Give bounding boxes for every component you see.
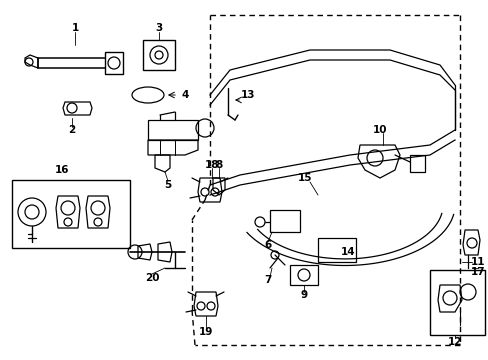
Bar: [105, 52, 123, 74]
Text: 10: 10: [372, 125, 386, 135]
Bar: [148, 120, 198, 140]
Text: 17: 17: [470, 267, 484, 277]
Bar: [317, 238, 355, 262]
Text: 9: 9: [300, 290, 307, 300]
Text: 7: 7: [264, 275, 271, 285]
Text: 1: 1: [71, 23, 79, 33]
Text: 4: 4: [181, 90, 188, 100]
Bar: [142, 40, 175, 70]
Text: 12: 12: [447, 337, 461, 347]
Bar: [429, 270, 484, 335]
Text: 11: 11: [470, 257, 484, 267]
Text: 3: 3: [155, 23, 163, 33]
Bar: [12, 180, 130, 248]
Text: 20: 20: [144, 273, 159, 283]
Bar: [269, 210, 299, 232]
Bar: [289, 265, 317, 285]
Text: 14: 14: [340, 247, 355, 257]
Text: 18: 18: [204, 160, 219, 170]
Text: 19: 19: [199, 327, 213, 337]
Text: 6: 6: [264, 240, 271, 250]
Text: 5: 5: [164, 180, 171, 190]
Text: 13: 13: [240, 90, 255, 100]
Text: 16: 16: [55, 165, 69, 175]
Text: 15: 15: [297, 173, 312, 183]
Text: 2: 2: [68, 125, 76, 135]
Text: 8: 8: [215, 160, 222, 170]
